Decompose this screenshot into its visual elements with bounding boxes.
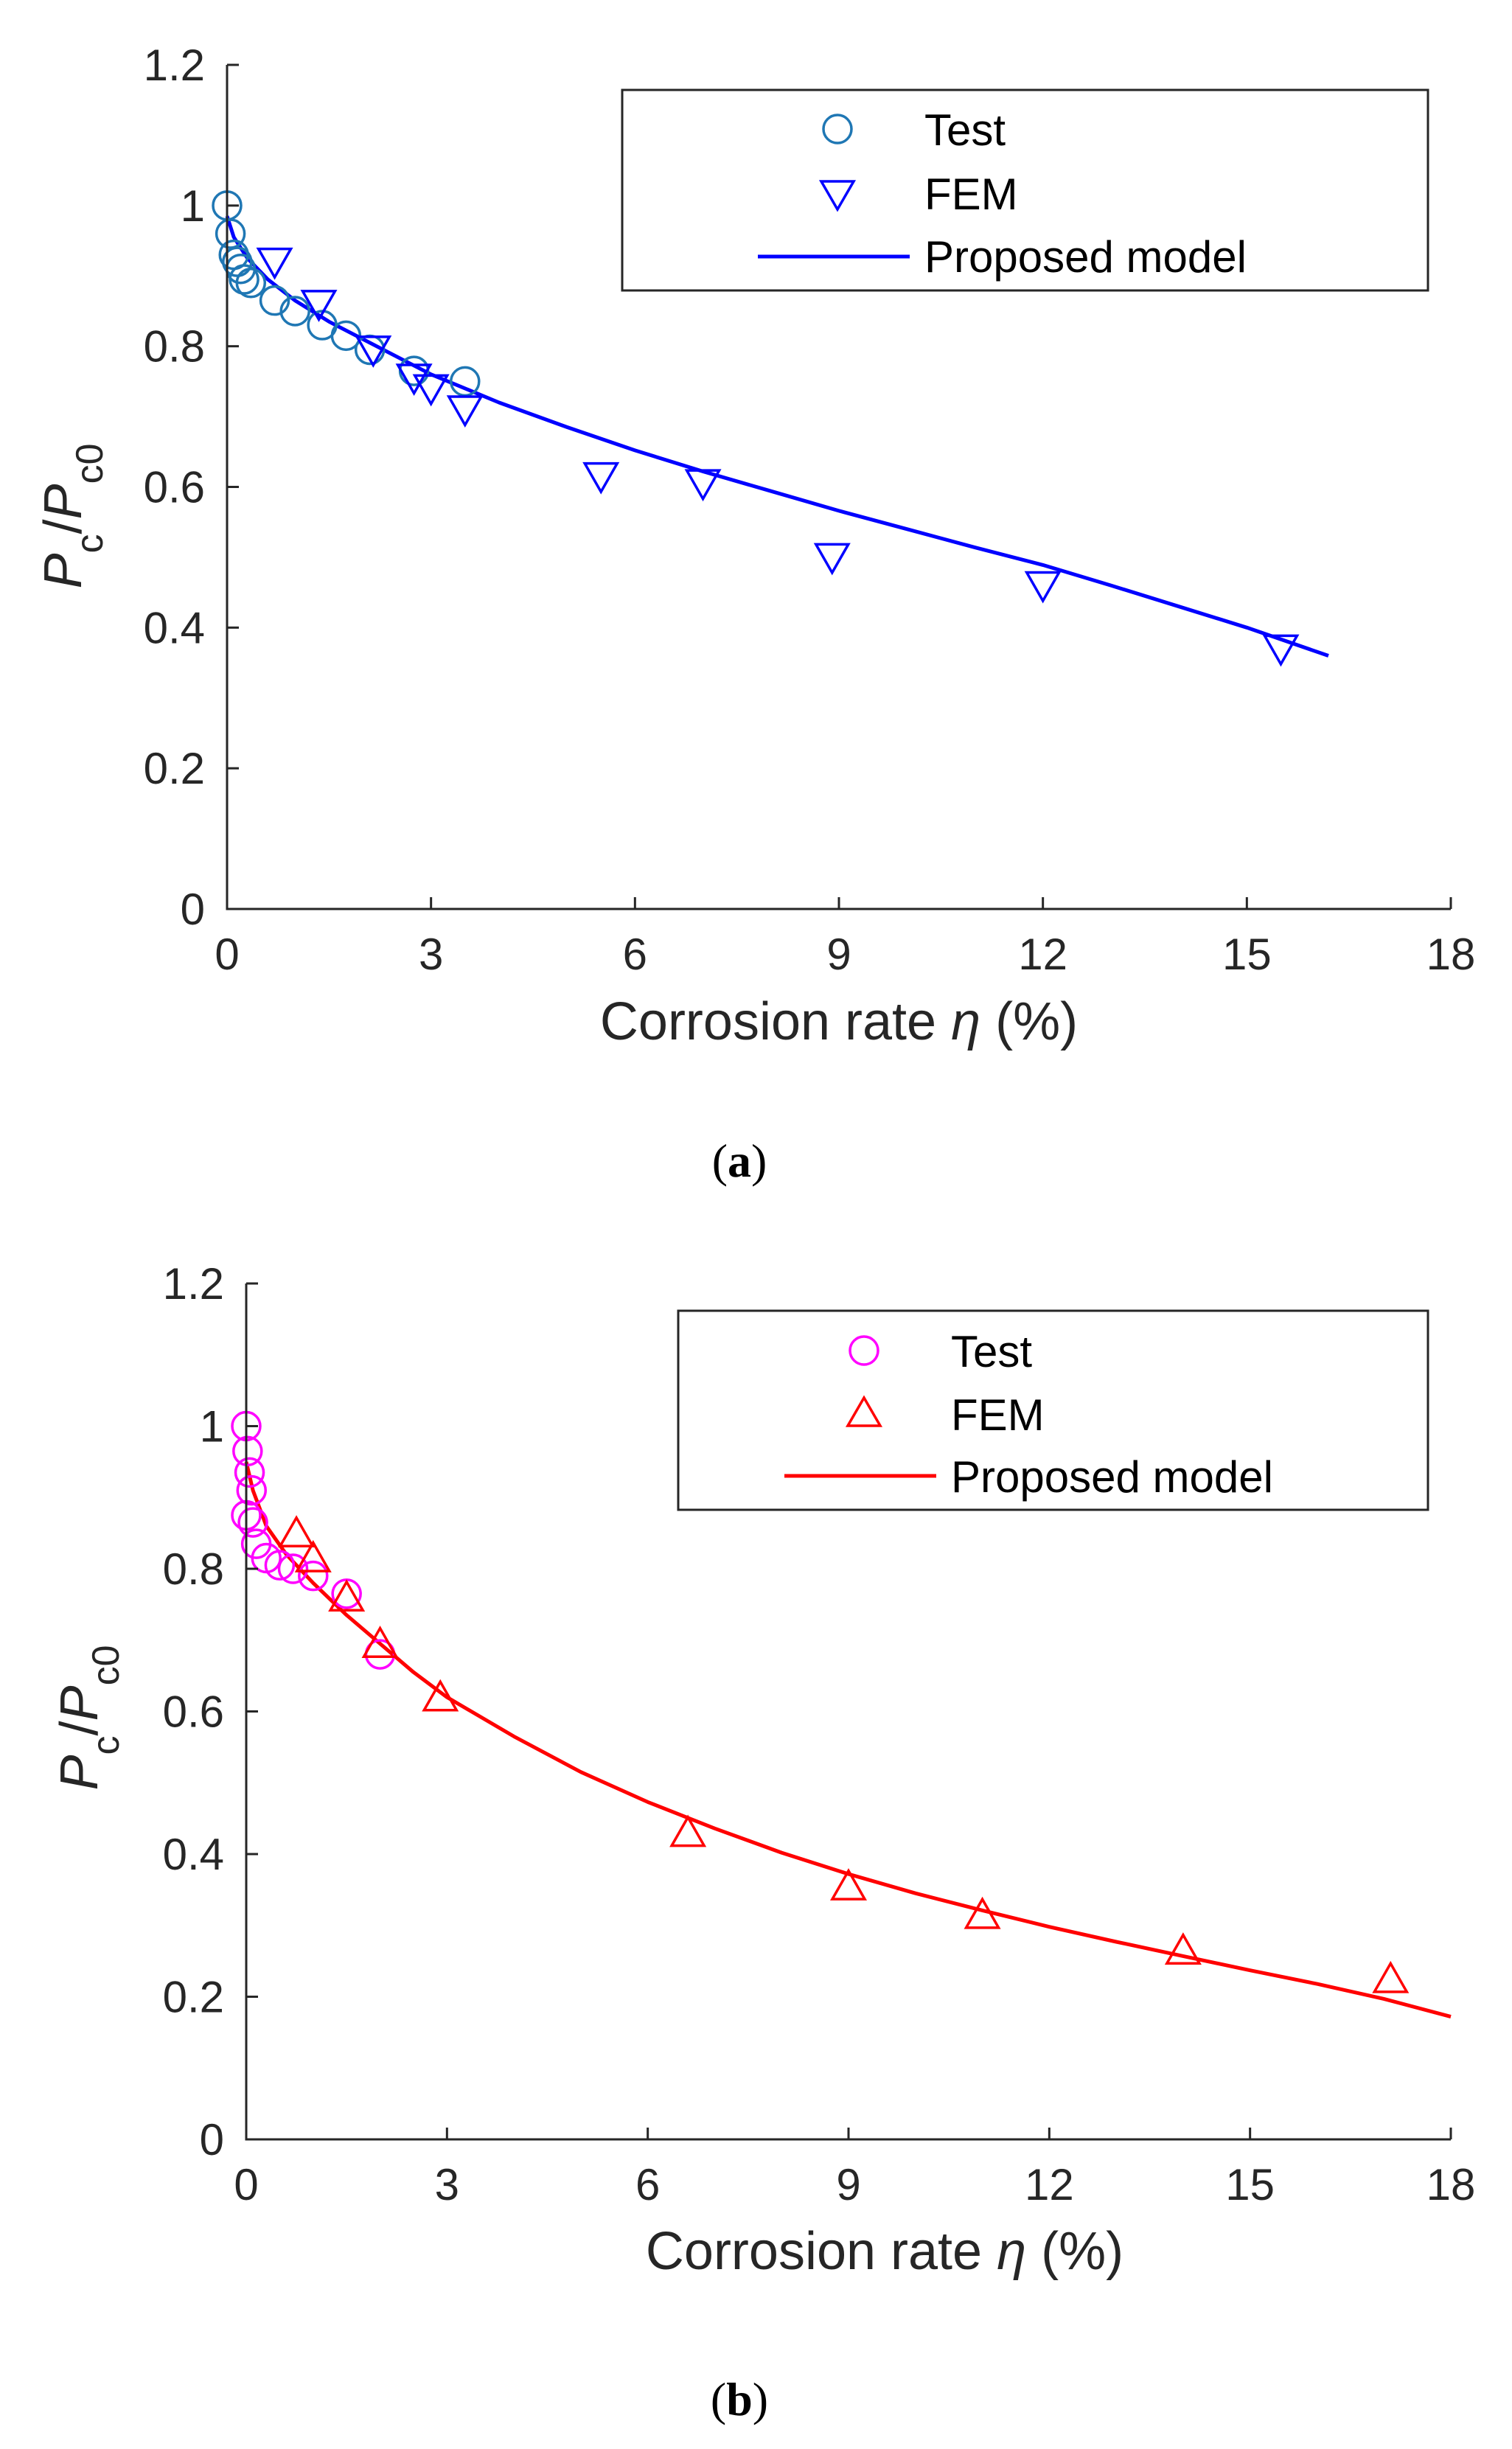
panel-a-fem-point <box>1024 571 1062 604</box>
panel-b-x-tick-label: 12 <box>1025 2160 1074 2209</box>
panel-a-fem-point <box>1262 634 1300 667</box>
panel-a-legend: Test FEM Proposed model <box>621 88 1429 292</box>
panel-a-legend-box <box>621 88 1429 292</box>
panel-a-fem-point <box>355 335 392 368</box>
panel-a-x-tick-label: 9 <box>826 930 851 979</box>
panel-a-test-point <box>235 268 267 299</box>
panel-a-x-tick-label: 0 <box>215 930 239 979</box>
panel-b-test-point <box>264 1550 296 1581</box>
panel-b-fem-point <box>1164 1932 1202 1965</box>
panel-b-axes <box>245 1283 1451 2141</box>
panel-b-x-tick-label: 3 <box>435 2160 459 2209</box>
panel-b-y-tick-label: 0 <box>200 2115 224 2164</box>
panel-b-x-tick-label: 18 <box>1426 2160 1476 2209</box>
panel-a-y-axis-title: Pc/Pc0 <box>34 444 111 589</box>
panel-b-legend-test-label: Test <box>951 1327 1032 1376</box>
panel-a-test-point <box>229 264 259 295</box>
panel-a-test-point <box>450 366 481 397</box>
panel-a-x-tick-label: 12 <box>1018 930 1067 979</box>
panel-b-y-tick-label: 0.8 <box>163 1544 224 1594</box>
panel-a-x-tick-label: 3 <box>419 930 443 979</box>
panel-b-fem-point <box>361 1626 399 1658</box>
panel-b-fem-point <box>422 1679 459 1712</box>
panel-b-x-tick-label: 6 <box>635 2160 660 2209</box>
panel-a-fem-point <box>813 543 851 576</box>
panel-a-test-point <box>222 246 253 277</box>
panel-a-fem-point <box>412 374 450 407</box>
panel-b-x-tick-label: 0 <box>234 2160 258 2209</box>
panel-a-test-point <box>259 285 290 316</box>
panel-b-test-point <box>237 1507 268 1538</box>
panel-a-fem-point <box>446 395 484 428</box>
panel-b-ticks: 0 3 6 9 12 15 18 0 0.2 0.4 0.6 0.8 1 1.2 <box>163 1259 1476 2209</box>
panel-b-y-tick-label: 0.6 <box>163 1687 224 1737</box>
panel-a-test-point <box>279 296 310 327</box>
panel-a-legend-model-label: Proposed model <box>924 232 1247 282</box>
panel-b-y-axis-title: Pc/Pc0 <box>50 1645 128 1791</box>
panel-a-ticks: 0 3 6 9 12 15 18 0 0.2 0.4 0.6 0.8 1 1.2 <box>144 41 1476 979</box>
panel-a-fem-point <box>256 247 293 280</box>
panel-b-test-point <box>234 1457 265 1488</box>
panel-a-fem-point <box>300 290 338 322</box>
panel-a-x-axis-title: Corrosion rate η (%) <box>600 992 1078 1051</box>
panel-a-y-tick-label: 0.2 <box>144 744 205 793</box>
panel-a-y-tick-label: 1.2 <box>144 41 205 90</box>
panel-b-legend-fem-marker <box>845 1395 883 1427</box>
panel-b-fem-point <box>669 1814 707 1847</box>
panel-a-plot-area <box>212 190 1329 667</box>
panel-a-legend-fem-marker <box>818 180 857 212</box>
panel-b-test-point <box>232 1435 263 1467</box>
panel-b-fem-point <box>1372 1960 1410 1993</box>
panel-b-test-point <box>298 1560 329 1592</box>
panel-b-y-tick-label: 0.2 <box>163 1973 224 2022</box>
panel-b-fem-point <box>328 1579 366 1612</box>
panel-b-fem-point <box>964 1896 1001 1929</box>
panel-a-legend-test-marker <box>822 114 853 144</box>
panel-a-x-tick-label: 18 <box>1426 930 1476 979</box>
panel-a-y-tick-label: 1 <box>181 181 205 231</box>
panel-a-fem-point <box>684 469 722 502</box>
panel-b-fem-point <box>278 1515 316 1547</box>
panel-b-y-tick-label: 0.4 <box>163 1830 224 1879</box>
panel-a-caption: (a) <box>712 1135 767 1187</box>
panel-b-legend: Test FEM Proposed model <box>677 1309 1429 1511</box>
panel-a-fem-point <box>395 363 433 397</box>
panel-a-y-tick-label: 0 <box>181 885 205 934</box>
panel-b-plot-area <box>231 1410 1452 2019</box>
panel-b-x-tick-label: 9 <box>836 2160 860 2209</box>
panel-b-legend-fem-label: FEM <box>951 1390 1045 1440</box>
panel-a-axes <box>226 65 1451 910</box>
panel-b-legend-model-label: Proposed model <box>951 1452 1273 1502</box>
panel-a-y-tick-label: 0.4 <box>144 603 205 652</box>
panel-a-test-point <box>215 218 246 249</box>
panel-a-legend-fem-label: FEM <box>924 170 1018 219</box>
panel-b: 0 3 6 9 12 15 18 0 0.2 0.4 0.6 0.8 1 1.2 Pc/Pc0 Corro… <box>50 1259 1475 2425</box>
panel-a: 0 3 6 9 12 15 18 0 0.2 0.4 0.6 0.8 1 1.2 Pc/Pc0 Corro… <box>34 41 1475 1187</box>
panel-b-x-axis-title: Corrosion rate η (%) <box>646 2222 1123 2281</box>
panel-b-x-tick-label: 15 <box>1225 2160 1275 2209</box>
panel-a-legend-test-label: Test <box>924 105 1006 155</box>
panel-b-caption: (b) <box>711 2373 768 2425</box>
panel-b-legend-test-marker <box>849 1335 879 1366</box>
panel-b-y-tick-label: 1.2 <box>163 1259 224 1309</box>
panel-b-fem-point <box>829 1868 868 1901</box>
panel-b-test-point <box>277 1553 309 1584</box>
panel-b-model-curve <box>244 1461 1452 2019</box>
panel-b-y-tick-label: 1 <box>200 1402 224 1452</box>
panel-b-fem-point <box>294 1540 332 1572</box>
panel-b-test-point <box>236 1474 268 1506</box>
panel-a-x-tick-label: 6 <box>623 930 647 979</box>
panel-a-y-tick-label: 0.6 <box>144 463 205 512</box>
panel-a-x-tick-label: 15 <box>1222 930 1272 979</box>
panel-a-y-tick-label: 0.8 <box>144 322 205 372</box>
panel-a-fem-point <box>582 461 620 495</box>
